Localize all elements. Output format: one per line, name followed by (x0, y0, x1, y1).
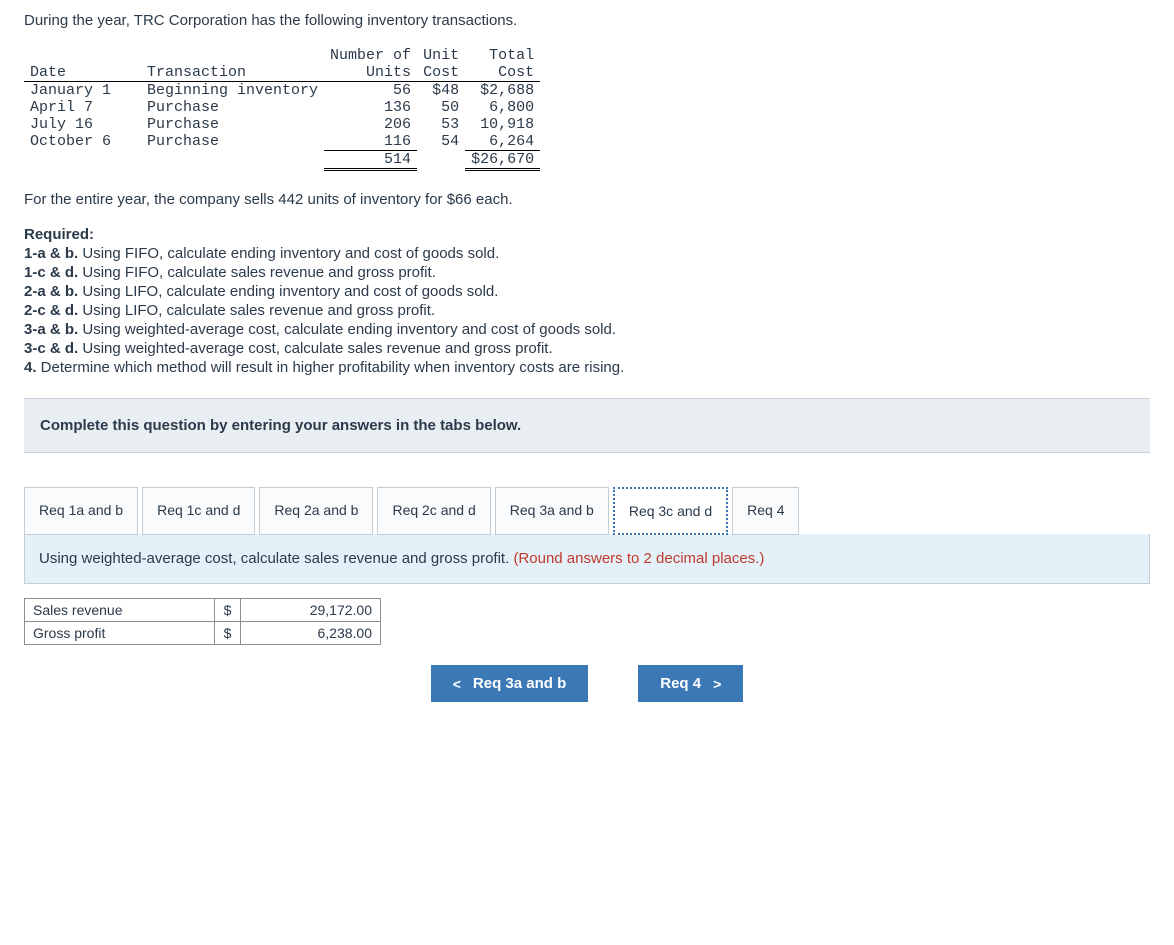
answer-currency: $ (215, 622, 241, 645)
answer-value[interactable]: 29,172.00 (241, 599, 381, 622)
requirement-line: 1-a & b. Using FIFO, calculate ending in… (24, 245, 1150, 262)
tab[interactable]: Req 1a and b (24, 487, 138, 535)
table-row: April 7Purchase136506,800 (24, 99, 540, 116)
next-button[interactable]: Req 4 > (638, 665, 743, 702)
col-date: Date (24, 47, 117, 82)
tab[interactable]: Req 2c and d (377, 487, 490, 535)
pane-text-red: (Round answers to 2 decimal places.) (513, 550, 764, 567)
requirement-line: 4. Determine which method will result in… (24, 359, 1150, 376)
answer-value[interactable]: 6,238.00 (241, 622, 381, 645)
prev-label: Req 3a and b (473, 675, 566, 692)
tab[interactable]: Req 3c and d (613, 487, 728, 535)
intro-text: During the year, TRC Corporation has the… (24, 12, 1150, 29)
tab[interactable]: Req 2a and b (259, 487, 373, 535)
requirement-line: 1-c & d. Using FIFO, calculate sales rev… (24, 264, 1150, 281)
answer-currency: $ (215, 599, 241, 622)
requirement-line: 3-c & d. Using weighted-average cost, ca… (24, 340, 1150, 357)
inventory-table: Date Transaction Number of Unit Total Un… (24, 47, 540, 171)
tab[interactable]: Req 3a and b (495, 487, 609, 535)
requirement-line: 3-a & b. Using weighted-average cost, ca… (24, 321, 1150, 338)
prev-button[interactable]: < Req 3a and b (431, 665, 589, 702)
answer-label: Gross profit (25, 622, 215, 645)
requirements-block: Required: 1-a & b. Using FIFO, calculate… (24, 226, 1150, 376)
tab-pane: Using weighted-average cost, calculate s… (24, 534, 1150, 584)
chevron-right-icon: > (713, 676, 721, 692)
answer-row: Gross profit$6,238.00 (25, 622, 381, 645)
tab[interactable]: Req 4 (732, 487, 799, 535)
col-txn: Transaction (117, 47, 324, 82)
table-row: July 16Purchase2065310,918 (24, 116, 540, 133)
col-total-top: Total (465, 47, 540, 64)
table-row: October 6Purchase116546,264 (24, 133, 540, 151)
post-table-text: For the entire year, the company sells 4… (24, 191, 1150, 208)
col-cost-top: Unit (417, 47, 465, 64)
table-row: January 1Beginning inventory56$48$2,688 (24, 82, 540, 100)
required-heading: Required: (24, 226, 1150, 243)
answer-label: Sales revenue (25, 599, 215, 622)
nav-row: < Req 3a and b Req 4 > (24, 665, 1150, 702)
tabs-row: Req 1a and bReq 1c and dReq 2a and bReq … (24, 487, 1150, 535)
col-total-bot: Cost (465, 64, 540, 82)
instruction-bar: Complete this question by entering your … (24, 398, 1150, 453)
answer-row: Sales revenue$29,172.00 (25, 599, 381, 622)
table-total-row: 514$26,670 (24, 151, 540, 170)
next-label: Req 4 (660, 675, 701, 692)
tab[interactable]: Req 1c and d (142, 487, 255, 535)
col-units-bot: Units (324, 64, 417, 82)
requirement-line: 2-a & b. Using LIFO, calculate ending in… (24, 283, 1150, 300)
pane-text: Using weighted-average cost, calculate s… (39, 550, 513, 567)
col-cost-bot: Cost (417, 64, 465, 82)
requirement-line: 2-c & d. Using LIFO, calculate sales rev… (24, 302, 1150, 319)
col-units-top: Number of (324, 47, 417, 64)
answers-table: Sales revenue$29,172.00Gross profit$6,23… (24, 598, 381, 645)
chevron-left-icon: < (453, 676, 461, 692)
